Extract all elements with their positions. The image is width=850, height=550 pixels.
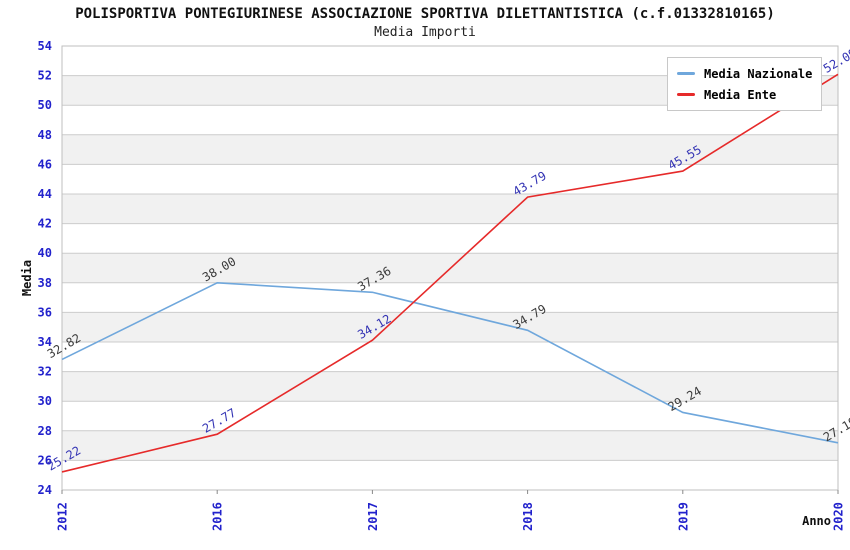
x-tick-label: 2016 <box>211 502 225 531</box>
y-tick-label: 54 <box>38 39 52 53</box>
x-tick-label: 2018 <box>521 502 535 531</box>
y-tick-label: 32 <box>38 365 52 379</box>
plot-band <box>62 194 838 224</box>
plot-band <box>62 460 838 490</box>
y-tick-label: 52 <box>38 69 52 83</box>
plot-border <box>61 45 839 491</box>
chart-layers: 24 26 28 30 32 34 36 38 40 42 44 46 48 50 52 54 2012 2016… <box>38 39 850 531</box>
y-tick-label: 30 <box>38 394 52 408</box>
y-tick-label: 42 <box>38 217 52 231</box>
plot-band <box>62 312 838 342</box>
y-axis-title: Media <box>20 260 34 296</box>
y-tick-label: 34 <box>38 335 52 349</box>
x-tick-label: 2017 <box>366 502 380 531</box>
legend-swatch <box>677 72 695 75</box>
x-tick-label: 2020 <box>832 502 846 531</box>
y-tick-label: 36 <box>38 305 52 319</box>
chart-title: POLISPORTIVA PONTEGIURINESE ASSOCIAZIONE… <box>75 6 775 22</box>
plot-band <box>62 164 838 194</box>
series-line <box>61 73 839 473</box>
legend-label: Media Ente <box>704 87 777 102</box>
chart-subtitle: Media Importi <box>374 25 476 40</box>
x-tick-label: 2012 <box>56 502 70 531</box>
legend-swatch <box>677 93 695 96</box>
plot-band <box>62 223 838 254</box>
y-tick-label: 44 <box>38 187 52 201</box>
x-tick-label: 2019 <box>676 502 690 531</box>
plot-band <box>62 342 838 372</box>
y-tick-label: 24 <box>38 483 52 497</box>
plot-band <box>62 430 838 461</box>
y-tick-label: 40 <box>38 246 52 260</box>
legend-label: Media Nazionale <box>704 66 813 81</box>
plot-band <box>62 282 838 313</box>
y-tick-label: 26 <box>38 453 52 467</box>
y-tick-label: 48 <box>38 128 52 142</box>
plot-band <box>62 134 838 165</box>
series-line <box>61 281 839 444</box>
legend: Media Nazionale Media Ente <box>667 57 823 111</box>
x-axis-title: Anno <box>802 514 831 528</box>
plot-band <box>62 401 838 431</box>
y-tick-label: 46 <box>38 157 52 171</box>
y-tick-label: 38 <box>38 276 52 290</box>
legend-item: Media Ente <box>677 84 812 105</box>
legend-item: Media Nazionale <box>677 63 812 84</box>
y-tick-label: 50 <box>38 98 52 112</box>
plot-band <box>62 371 838 402</box>
y-tick-label: 28 <box>38 424 52 438</box>
